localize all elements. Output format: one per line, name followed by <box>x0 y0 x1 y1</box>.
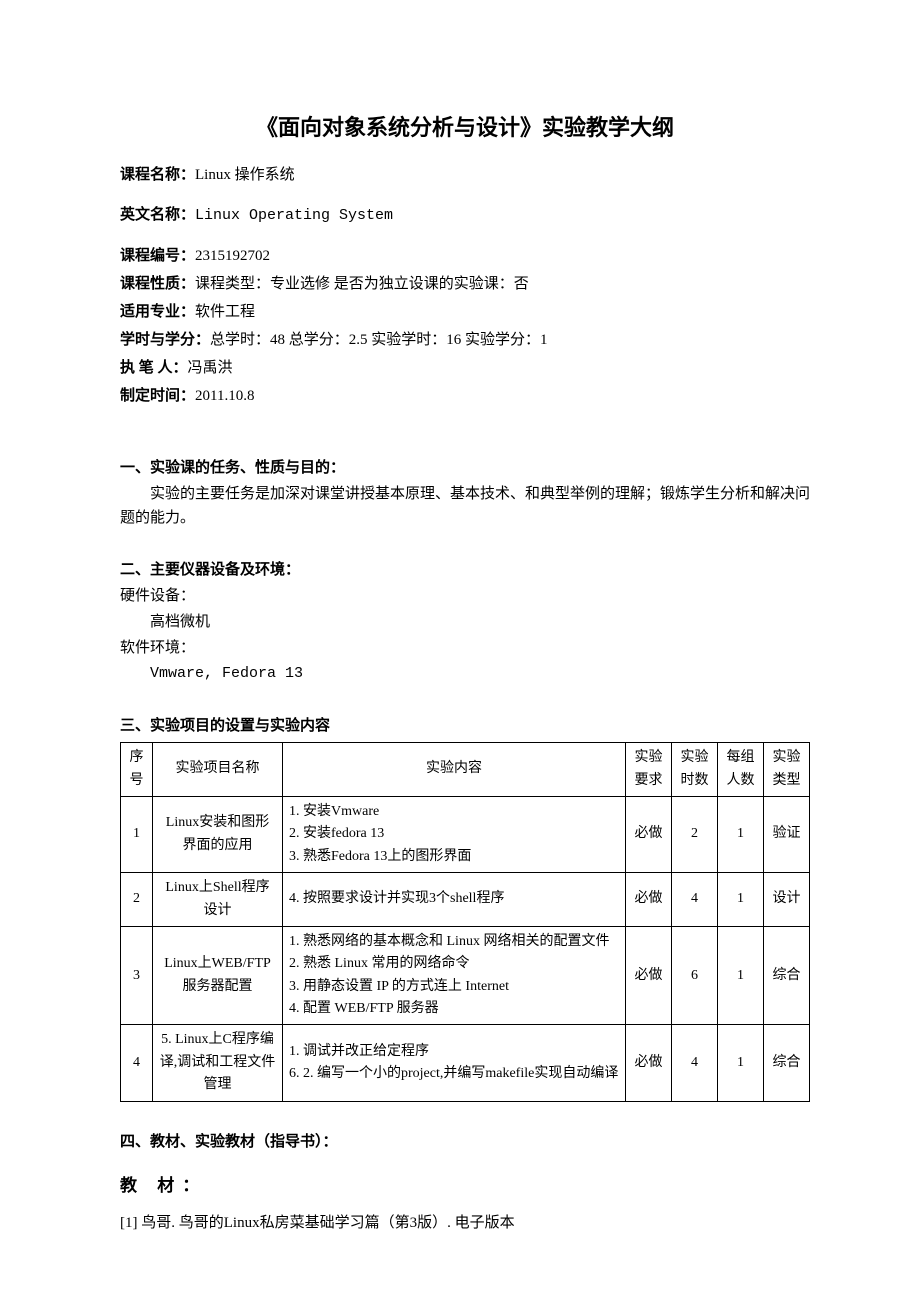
cell-type: 综合 <box>764 1025 810 1101</box>
course-nature-line: 课程性质：课程类型：专业选修 是否为独立设课的实验课：否 <box>120 272 810 296</box>
cell-content: 1. 调试并改正给定程序 6. 2. 编写一个小的project,并编写make… <box>283 1025 626 1101</box>
cell-type: 设计 <box>764 873 810 927</box>
cell-hours: 4 <box>672 873 718 927</box>
course-name-label: 课程名称： <box>120 167 195 183</box>
course-code-label: 课程编号： <box>120 248 195 264</box>
cell-seq: 1 <box>121 796 153 872</box>
th-hours: 实验时数 <box>672 743 718 797</box>
section1-body: 实验的主要任务是加深对课堂讲授基本原理、基本技术、和典型举例的理解；锻炼学生分析… <box>120 482 810 530</box>
cell-hours: 2 <box>672 796 718 872</box>
th-req: 实验要求 <box>626 743 672 797</box>
major-value: 软件工程 <box>195 304 255 320</box>
course-nature-value: 课程类型：专业选修 是否为独立设课的实验课：否 <box>195 276 529 292</box>
credits-value: 总学时：48 总学分：2.5 实验学时：16 实验学分：1 <box>210 332 548 348</box>
date-line: 制定时间：2011.10.8 <box>120 384 810 408</box>
th-type: 实验类型 <box>764 743 810 797</box>
cell-content: 1. 熟悉网络的基本概念和 Linux 网络相关的配置文件 2. 熟悉 Linu… <box>283 926 626 1025</box>
table-row: 45. Linux上C程序编译,调试和工程文件管理1. 调试并改正给定程序 6.… <box>121 1025 810 1101</box>
cell-req: 必做 <box>626 873 672 927</box>
cell-name: 5. Linux上C程序编译,调试和工程文件管理 <box>153 1025 283 1101</box>
table-header-row: 序号 实验项目名称 实验内容 实验要求 实验时数 每组人数 实验类型 <box>121 743 810 797</box>
experiment-table: 序号 实验项目名称 实验内容 实验要求 实验时数 每组人数 实验类型 1Linu… <box>120 742 810 1101</box>
section1-heading: 一、实验课的任务、性质与目的： <box>120 456 810 480</box>
major-line: 适用专业：软件工程 <box>120 300 810 324</box>
cell-name: Linux上WEB/FTP服务器配置 <box>153 926 283 1025</box>
credits-line: 学时与学分：总学时：48 总学分：2.5 实验学时：16 实验学分：1 <box>120 328 810 352</box>
author-value: 冯禹洪 <box>188 360 233 376</box>
course-name-value: Linux 操作系统 <box>195 167 295 183</box>
english-name-value: Linux Operating System <box>195 207 393 224</box>
th-seq: 序号 <box>121 743 153 797</box>
credits-label: 学时与学分： <box>120 332 210 348</box>
section3-heading: 三、实验项目的设置与实验内容 <box>120 714 810 738</box>
th-group: 每组人数 <box>718 743 764 797</box>
reference-1: [1] 鸟哥. 鸟哥的Linux私房菜基础学习篇（第3版）. 电子版本 <box>120 1211 810 1235</box>
table-row: 3Linux上WEB/FTP服务器配置1. 熟悉网络的基本概念和 Linux 网… <box>121 926 810 1025</box>
cell-content: 4. 按照要求设计并实现3个shell程序 <box>283 873 626 927</box>
major-label: 适用专业： <box>120 304 195 320</box>
cell-name: Linux安装和图形界面的应用 <box>153 796 283 872</box>
course-nature-label: 课程性质： <box>120 276 195 292</box>
cell-seq: 4 <box>121 1025 153 1101</box>
cell-seq: 3 <box>121 926 153 1025</box>
course-code-line: 课程编号：2315192702 <box>120 244 810 268</box>
english-name-line: 英文名称：Linux Operating System <box>120 203 810 228</box>
th-name: 实验项目名称 <box>153 743 283 797</box>
cell-seq: 2 <box>121 873 153 927</box>
hw-label: 硬件设备： <box>120 584 810 608</box>
cell-req: 必做 <box>626 926 672 1025</box>
cell-group: 1 <box>718 1025 764 1101</box>
cell-req: 必做 <box>626 1025 672 1101</box>
course-code-value: 2315192702 <box>195 248 270 264</box>
section4-heading: 四、教材、实验教材（指导书）： <box>120 1130 810 1154</box>
cell-type: 验证 <box>764 796 810 872</box>
cell-group: 1 <box>718 873 764 927</box>
cell-req: 必做 <box>626 796 672 872</box>
table-row: 2Linux上Shell程序设计4. 按照要求设计并实现3个shell程序必做4… <box>121 873 810 927</box>
cell-name: Linux上Shell程序设计 <box>153 873 283 927</box>
cell-type: 综合 <box>764 926 810 1025</box>
hw-value: 高档微机 <box>120 610 810 634</box>
author-line: 执 笔 人：冯禹洪 <box>120 356 810 380</box>
sw-value: Vmware, Fedora 13 <box>120 662 810 686</box>
section2-heading: 二、主要仪器设备及环境： <box>120 558 810 582</box>
date-label: 制定时间： <box>120 388 195 404</box>
cell-group: 1 <box>718 796 764 872</box>
course-name-line: 课程名称：Linux 操作系统 <box>120 163 810 187</box>
doc-title: 《面向对象系统分析与设计》实验教学大纲 <box>120 110 810 145</box>
table-row: 1Linux安装和图形界面的应用1. 安装Vmware 2. 安装fedora … <box>121 796 810 872</box>
sw-label: 软件环境： <box>120 636 810 660</box>
english-name-label: 英文名称： <box>120 207 195 223</box>
cell-hours: 4 <box>672 1025 718 1101</box>
cell-hours: 6 <box>672 926 718 1025</box>
th-content: 实验内容 <box>283 743 626 797</box>
date-value: 2011.10.8 <box>195 388 254 404</box>
author-label: 执 笔 人： <box>120 360 188 376</box>
textbook-label: 教 材： <box>120 1172 810 1199</box>
cell-group: 1 <box>718 926 764 1025</box>
cell-content: 1. 安装Vmware 2. 安装fedora 13 3. 熟悉Fedora 1… <box>283 796 626 872</box>
